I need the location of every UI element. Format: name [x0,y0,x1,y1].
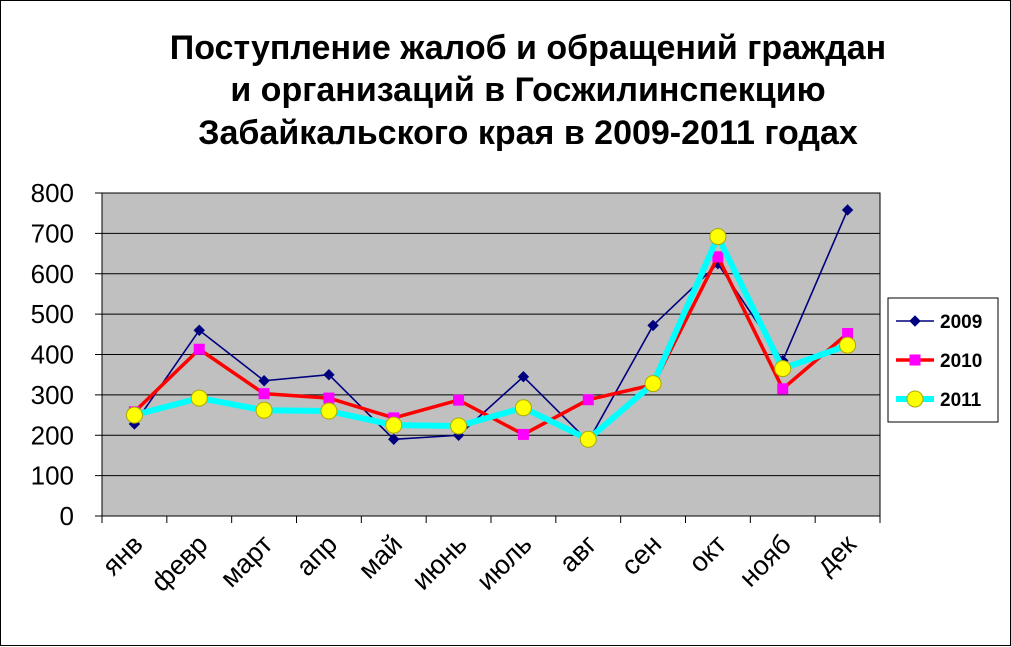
y-tick-label: 200 [31,420,74,450]
legend-label-2009: 2009 [940,312,982,333]
series-2011 [125,228,857,448]
data-point [255,401,273,419]
legend-label-2010: 2010 [940,351,982,372]
data-point [193,343,205,355]
x-tick-label: авг [554,529,603,578]
legend: 2009 2010 2011 [887,297,999,423]
x-tick-label: апр [290,529,343,582]
chart-title-line-1: Поступление жалоб и обращений граждан [170,29,886,67]
legend-marker-2009 [909,315,921,327]
data-point [388,433,400,445]
data-point [258,375,270,387]
chart-title-line-2: и организаций в Госжилинспекцию [230,71,825,109]
data-point [323,368,335,381]
data-point [647,319,659,332]
x-tick-label: июль [471,529,538,596]
data-point [193,324,205,336]
data-point [841,204,854,216]
data-point [709,228,727,246]
data-point [517,428,529,440]
y-tick-label: 0 [60,501,74,531]
legend-marker-2010 [909,354,921,366]
y-tick-label: 400 [31,340,74,370]
x-tick-label: июнь [406,529,473,596]
y-tick-label: 500 [31,299,74,329]
y-tick-label: 100 [31,461,74,491]
data-point [190,389,208,407]
data-point [774,360,792,378]
data-point [385,416,403,434]
legend-label-2011: 2011 [940,390,982,411]
data-point [644,375,662,393]
data-point [450,417,468,435]
data-point [712,251,724,263]
x-tick-label: февр [145,529,213,597]
y-tick-label: 700 [31,218,74,248]
data-point [320,402,338,420]
x-tick-label: янв [96,529,148,581]
y-tick-label: 300 [31,380,74,410]
data-point [777,383,789,395]
x-tick-label: сен [615,529,667,581]
y-tick-label: 800 [31,178,74,208]
data-point [125,406,143,424]
data-point [258,388,270,400]
x-tick-label: май [352,529,408,585]
series-line-2011 [133,233,849,443]
x-tick-label: нояб [733,529,797,593]
data-point [579,430,597,448]
x-tick-label: окт [683,529,732,578]
data-point [323,392,335,404]
chart-title-line-3: Забайкальского края в 2009-2011 годах [198,114,858,152]
chart-title: Поступление жалоб и обращений граждан и … [170,29,886,152]
data-point [582,394,594,406]
data-point [514,399,532,417]
data-point [517,370,530,383]
x-tick-label: дек [810,529,861,580]
y-tick-label: 600 [31,259,74,289]
x-tick-label: март [214,529,278,593]
data-point [839,336,857,354]
data-point [453,394,465,406]
legend-marker-2011 [906,390,924,408]
